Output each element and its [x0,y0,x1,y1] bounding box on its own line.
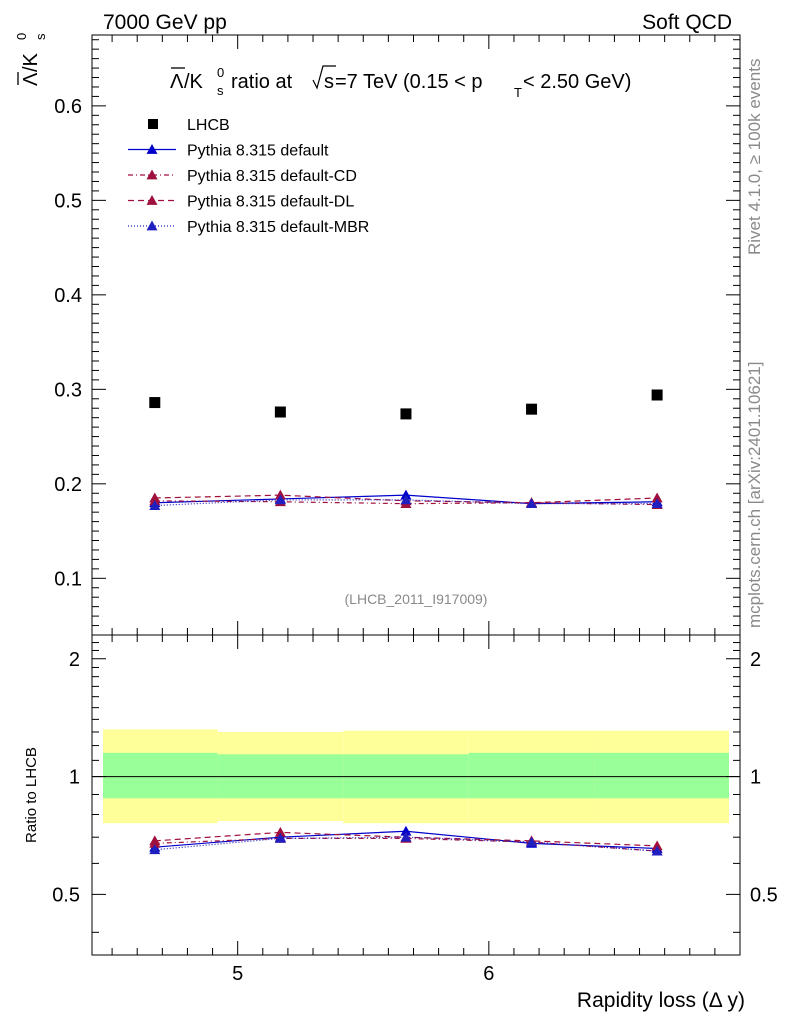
ratio-series-marker [651,845,663,856]
ratio-y-axis-label: Ratio to LHCB [23,747,40,843]
legend: LHCB Pythia 8.315 default Pythia 8.315 def… [128,117,369,236]
legend-marker [146,144,158,154]
legend-marker [146,195,158,205]
x-axis-label: Rapidity loss (Δ y) [577,989,745,1012]
y-tick-label: 0.1 [54,568,82,590]
ratio-plot: 5 6 0.5 0.5 1 1 2 2 [52,635,778,985]
uncertainty-band-green [594,752,729,799]
title-sqrt-arg: s [324,71,334,93]
data-point [526,403,538,415]
y-tick-label: 0.6 [54,96,82,118]
y-axis-label: Λ /K 0 s [14,33,48,86]
ylabel-sup: 0 [14,33,29,40]
ratio-series-marker [149,835,161,846]
uncertainty-band-green [103,752,218,799]
series-marker [400,494,412,505]
title-ratio-text: ratio at [231,71,293,93]
title-k: /K [184,71,204,93]
ratio-y-tick-label: 0.5 [52,884,80,906]
legend-label-data: LHCB [187,117,230,134]
ratio-y-tick-label-right: 2 [750,649,761,671]
ylabel-lambda: Λ [20,72,42,86]
series-marker [149,492,161,503]
title-sqrt-sign [312,65,336,90]
ratio-y-tick-label-right: 0.5 [750,884,778,906]
title-lambda: Λ [170,71,184,93]
ylabel-sub: s [33,33,48,40]
main-plot: 0.1 0.2 0.3 0.4 0.5 0.6 [54,35,740,635]
legend-label: Pythia 8.315 default-DL [187,194,354,211]
legend-label: Pythia 8.315 default-CD [187,168,357,185]
x-tick-label: 6 [483,963,494,985]
y-tick-label: 0.3 [54,379,82,401]
analysis-id: (LHCB_2011_I917009) [345,591,488,607]
data-point [149,397,161,409]
data-point [651,389,663,401]
title-range-text: < 2.50 GeV) [523,71,631,93]
ratio-series-marker [400,831,412,842]
ratio-series-marker [274,832,286,843]
y-tick-label: 0.4 [54,285,82,307]
legend-marker [146,220,158,231]
series-marker [651,492,663,503]
title-k-sup: 0 [217,65,224,80]
series-marker [274,494,286,505]
y-tick-label: 0.2 [54,474,82,496]
legend-marker [146,169,158,180]
ratio-y-tick-label: 1 [69,767,80,789]
plot-title: Λ /K 0 s ratio at s =7 TeV (0.15 < p T <… [170,65,631,100]
ratio-series-marker [651,840,663,851]
series-marker [651,498,663,509]
rivet-version-label: Rivet 4.1.0, ≥ 100k events [745,59,764,255]
title-energy-text: =7 TeV (0.15 < p [335,71,483,93]
header-right-label: Soft QCD [642,11,732,34]
ylabel-k: /K [20,52,42,72]
ratio-series-marker [149,844,161,855]
legend-label: Pythia 8.315 default [187,143,329,160]
data-point [400,408,412,420]
series-marker [149,500,161,510]
legend-marker-data [148,119,158,129]
header-left-label: 7000 GeV pp [103,11,227,34]
ratio-frame [91,634,741,956]
y-tick-label: 0.5 [54,190,82,212]
ratio-series-marker [400,825,412,836]
source-label: mcplots.cern.ch [arXiv:2401.10621] [745,362,764,628]
x-tick-label: 5 [232,963,243,985]
data-point [274,406,286,418]
ratio-y-tick-label-right: 1 [750,767,761,789]
series-marker [526,498,538,509]
ratio-series-marker [274,826,286,837]
ratio-y-tick-label: 2 [69,649,80,671]
ratio-series-marker [526,836,538,847]
title-pt-sub: T [514,85,522,100]
legend-label: Pythia 8.315 default-MBR [187,219,369,236]
uncertainty-band-green [468,752,595,799]
title-k-sub: s [217,83,224,98]
ratio-series-line [154,836,658,852]
